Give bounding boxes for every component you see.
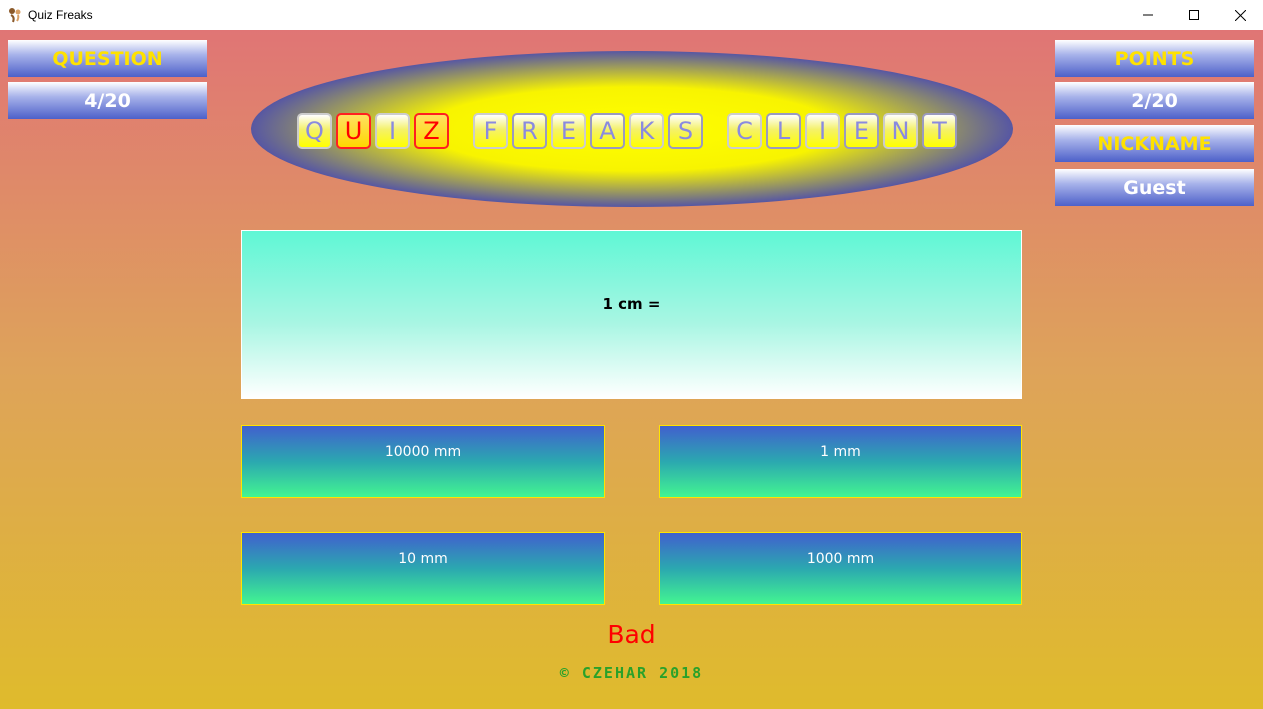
logo-tile-t: T [922, 113, 957, 149]
question-text: 1 cm = [602, 294, 661, 313]
logo-tile-e: E [551, 113, 586, 149]
logo-tile-f: F [473, 113, 508, 149]
window-title: Quiz Freaks [28, 8, 93, 22]
question-counter: 4/20 [8, 82, 207, 119]
logo-tile-n: N [883, 113, 918, 149]
logo-tile-k: K [629, 113, 664, 149]
answer-button-4[interactable]: 1000 mm [659, 532, 1022, 605]
points-counter: 2/20 [1055, 82, 1254, 119]
question-panel: 1 cm = [241, 230, 1022, 399]
logo-tile-r: R [512, 113, 547, 149]
maximize-icon [1189, 10, 1199, 20]
logo-tile-z: Z [414, 113, 449, 149]
logo-tile-i: I [375, 113, 410, 149]
logo-tile-q: Q [297, 113, 332, 149]
app-logo-icon [8, 7, 22, 23]
game-area: QUESTION 4/20 POINTS 2/20 NICKNAME Guest… [0, 30, 1263, 709]
maximize-button[interactable] [1171, 0, 1217, 30]
question-label: QUESTION [8, 40, 207, 77]
logo-tile-u: U [336, 113, 371, 149]
answer-button-2[interactable]: 1 mm [659, 425, 1022, 498]
logo-tile-i: I [805, 113, 840, 149]
minimize-icon [1143, 14, 1153, 16]
answer-button-1[interactable]: 10000 mm [241, 425, 605, 498]
title-bar: Quiz Freaks [0, 0, 1263, 30]
close-button[interactable] [1217, 0, 1263, 30]
logo-tile-e: E [844, 113, 879, 149]
nickname-value: Guest [1055, 169, 1254, 206]
answer-button-3[interactable]: 10 mm [241, 532, 605, 605]
points-label: POINTS [1055, 40, 1254, 77]
logo-tile-a: A [590, 113, 625, 149]
logo-tile-l: L [766, 113, 801, 149]
answer-result: Bad [607, 620, 656, 649]
minimize-button[interactable] [1125, 0, 1171, 30]
copyright-text: © CZEHAR 2018 [559, 664, 704, 682]
logo-tile-c: C [727, 113, 762, 149]
close-icon [1234, 9, 1246, 21]
logo-tile-s: S [668, 113, 703, 149]
nickname-label: NICKNAME [1055, 125, 1254, 162]
